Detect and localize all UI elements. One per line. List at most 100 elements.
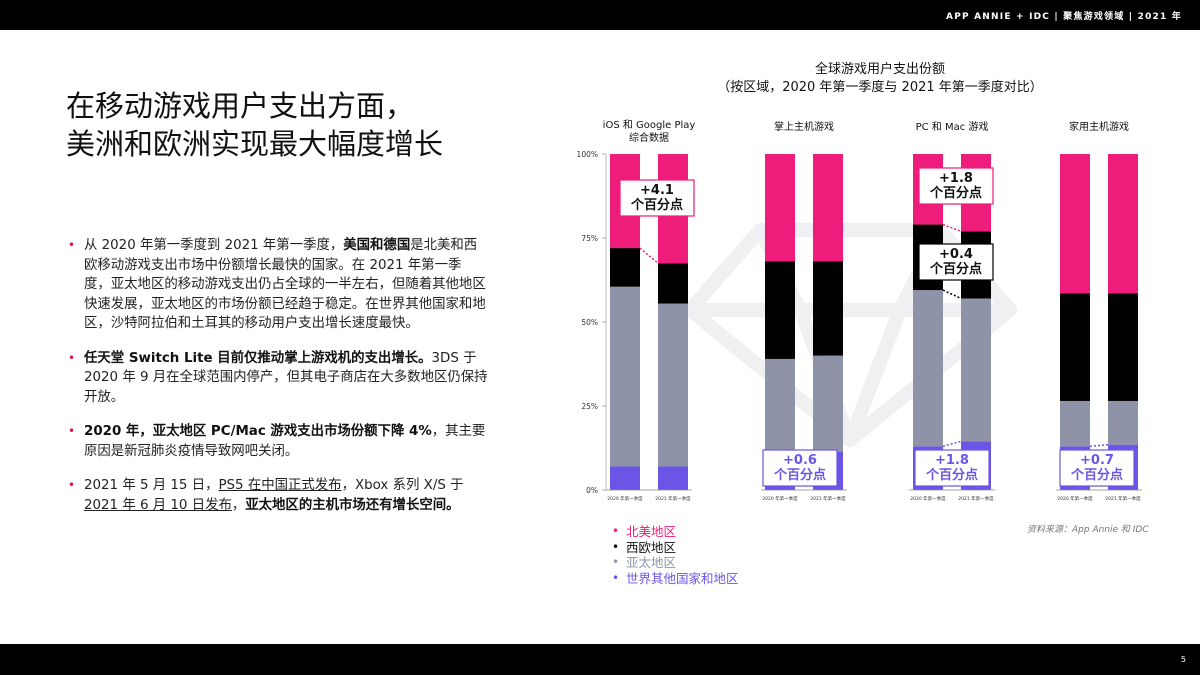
group-label: 家用主机游戏 xyxy=(1069,120,1129,133)
legend: • 北美地区 • 西欧地区 • 亚太地区 • 世界其他国家和地区 xyxy=(612,524,739,586)
bullet-text-segment: PS5 在中国正式发布 xyxy=(218,478,342,493)
bar-segment-3 xyxy=(1060,154,1090,294)
annotation-box xyxy=(619,179,695,217)
legend-item: • 西欧地区 xyxy=(612,540,739,556)
group-label: PC 和 Mac 游戏 xyxy=(916,120,989,133)
chart-title-block: 全球游戏用户支出份额 （按区域，2020 年第一季度与 2021 年第一季度对比… xyxy=(700,61,1060,97)
bar-label: 2021 年第一季度 xyxy=(958,495,994,502)
bar-label: 2021 年第一季度 xyxy=(810,495,846,502)
bullet-text-segment: 美国和德国 xyxy=(343,238,411,253)
bullet-item: 2020 年，亚太地区 PC/Mac 游戏支出市场份额下降 4%，其主要原因是新… xyxy=(68,422,488,461)
legend-marker: • xyxy=(612,539,620,554)
bullet-text-segment: ， xyxy=(231,497,246,513)
change-connector xyxy=(1089,443,1109,448)
bar-label: 2020 年第一季度 xyxy=(1057,495,1093,502)
bar-label: 2020 年第一季度 xyxy=(607,495,643,502)
annotation-text: +0.4 xyxy=(939,247,973,262)
chart-subtitle: （按区域，2020 年第一季度与 2021 年第一季度对比） xyxy=(717,80,1043,95)
bullet-text-segment: 2020 年，亚太地区 PC/Mac 游戏支出市场份额下降 4% xyxy=(84,424,432,439)
annotation-text: 个百分点 xyxy=(929,185,982,201)
bar-segment-2 xyxy=(1108,293,1138,401)
change-connector xyxy=(639,247,659,264)
stacked-bar-chart: 0% 25% 50% 75% 100% 2020 年第一季度 2021 年第一季度 iOS 和… xyxy=(577,119,1142,502)
bullet-text-segment: 2021 年 6 月 10 日发布 xyxy=(84,497,232,513)
annotation-text: +1.8 xyxy=(939,171,973,186)
group-label: 综合数据 xyxy=(629,131,669,144)
title-line-1: 在移动游戏用户支出方面， xyxy=(66,89,415,123)
bar-segment-1 xyxy=(1108,400,1138,445)
bullet-text-segment: 3DS 于 2020 年 9 月在全球范围内停产，但其电子商店在大多数地区仍保持… xyxy=(84,350,488,405)
legend-label: 世界其他国家和地区 xyxy=(626,570,739,586)
bullet-item: 任天堂 Switch Lite 目前仅推动掌上游戏机的支出增长。3DS 于 20… xyxy=(68,349,488,408)
bullet-item: 2021 年 5 月 15 日，PS5 在中国正式发布，Xbox 系列 X/S … xyxy=(68,476,488,515)
title-line-2: 美洲和欧洲实现最大幅度增长 xyxy=(66,127,444,161)
legend-label: 亚太地区 xyxy=(626,555,677,570)
annotation-text: 个百分点 xyxy=(773,467,826,483)
group-label: 掌上主机游戏 xyxy=(774,120,834,133)
source-note: 资料来源：App Annie 和 IDC xyxy=(1027,525,1149,535)
bullet-item: 从 2020 年第一季度到 2021 年第一季度，美国和德国是北美和西欧移动游戏… xyxy=(68,236,488,334)
bullet-text-segment: ，Xbox 系列 X/S 于 xyxy=(341,478,464,493)
annotation-box xyxy=(918,167,994,205)
bullet-text-segment: ，其主要原因是新冠肺炎疫情导致网吧关闭。 xyxy=(84,424,486,459)
bar-segment-1 xyxy=(961,298,991,442)
bar-segment-3 xyxy=(813,154,843,262)
bar-segment-2 xyxy=(813,261,843,356)
page-number: 5 xyxy=(1180,655,1186,664)
annotation-text: 个百分点 xyxy=(925,467,978,483)
group-label: iOS 和 Google Play xyxy=(603,119,696,131)
y-tick-label: 100% xyxy=(577,150,598,159)
bar-segment-1 xyxy=(610,286,640,467)
bar-segment-1 xyxy=(658,303,688,467)
bar-segment-0 xyxy=(610,466,640,490)
annotation-text: 个百分点 xyxy=(630,197,683,213)
legend-label: 西欧地区 xyxy=(626,539,677,555)
legend-marker: • xyxy=(612,555,620,569)
bar-segment-3 xyxy=(1108,154,1138,294)
bar-segment-1 xyxy=(813,355,843,452)
bar-label: 2020 年第一季度 xyxy=(910,495,946,502)
annotation-text: +0.7 xyxy=(1080,453,1114,468)
annotation-text: +4.1 xyxy=(640,183,674,198)
y-tick-label: 50% xyxy=(581,318,598,327)
bar-segment-3 xyxy=(765,154,795,262)
bar-segment-1 xyxy=(913,290,943,447)
bar-label: 2020 年第一季度 xyxy=(762,495,798,502)
annotation-box xyxy=(762,449,838,487)
annotation-box xyxy=(914,449,990,487)
annotation-text: 个百分点 xyxy=(929,261,982,277)
legend-item: • 世界其他国家和地区 xyxy=(612,571,739,587)
bar-segment-2 xyxy=(610,248,640,287)
legend-marker: • xyxy=(612,570,620,585)
y-tick-label: 0% xyxy=(586,486,598,495)
change-connector xyxy=(942,289,962,300)
chart-title: 全球游戏用户支出份额 xyxy=(814,62,945,77)
y-tick-label: 25% xyxy=(581,402,598,411)
legend-item: • 北美地区 xyxy=(612,524,739,540)
legend-marker: • xyxy=(612,524,620,538)
annotation-text: +0.6 xyxy=(783,453,817,468)
legend-label: 北美地区 xyxy=(626,524,677,539)
bullet-text-segment: 从 2020 年第一季度到 2021 年第一季度， xyxy=(84,238,344,253)
change-connector xyxy=(942,223,962,232)
annotation-text: 个百分点 xyxy=(1070,467,1123,483)
bullet-text-segment: 2021 年 5 月 15 日， xyxy=(84,478,219,493)
change-connector xyxy=(942,440,962,448)
annotation-box xyxy=(918,243,994,281)
bar-segment-0 xyxy=(658,466,688,490)
y-tick-label: 75% xyxy=(581,234,598,243)
bar-segment-1 xyxy=(1060,400,1090,447)
bar-segment-2 xyxy=(1060,293,1090,401)
top-bar: APP ANNIE + IDC | 聚焦游戏领域 | 2021 年 xyxy=(0,0,1200,30)
annotation-text: +1.8 xyxy=(935,453,969,468)
bar-label: 2021 年第一季度 xyxy=(655,495,691,502)
bar-segment-1 xyxy=(765,358,795,454)
bullet-text-segment: 任天堂 Switch Lite 目前仅推动掌上游戏机的支出增长。 xyxy=(84,350,432,366)
header-text: APP ANNIE + IDC | 聚焦游戏领域 | 2021 年 xyxy=(946,12,1182,22)
bullet-text-segment: 亚太地区的主机市场还有增长空间。 xyxy=(245,497,460,513)
bullet-list: 从 2020 年第一季度到 2021 年第一季度，美国和德国是北美和西欧移动游戏… xyxy=(68,236,488,530)
page-title: 在移动游戏用户支出方面， 美洲和欧洲实现最大幅度增长 xyxy=(66,87,506,163)
bottom-bar: 5 xyxy=(0,644,1200,675)
annotation-box xyxy=(1059,449,1135,487)
bar-segment-2 xyxy=(658,263,688,304)
